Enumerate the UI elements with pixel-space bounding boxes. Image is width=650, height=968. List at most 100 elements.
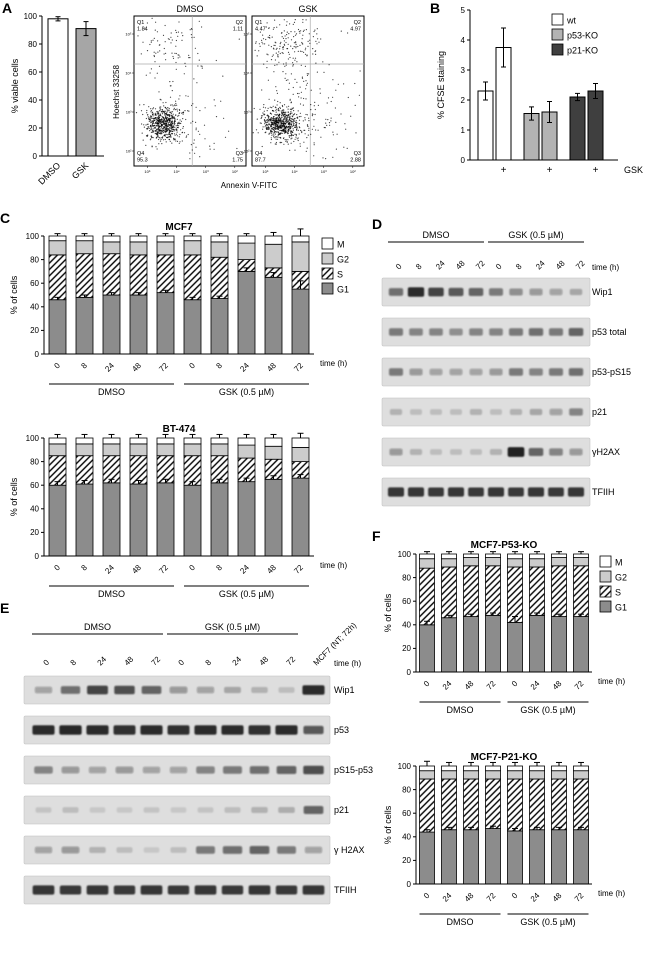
bar-segment-g2: [291, 241, 310, 272]
scatter-dot: [259, 31, 261, 33]
protein-band: [549, 328, 563, 336]
scatter-dot: [163, 47, 165, 50]
scatter-dot: [281, 111, 283, 113]
protein-band: [468, 487, 484, 497]
blot-strip: [381, 317, 591, 347]
protein-band: [224, 807, 241, 813]
scatter-dot: [295, 136, 297, 138]
scatter-dot: [147, 127, 149, 129]
bar-segment-g1: [551, 829, 567, 885]
scatter-dot: [273, 129, 275, 131]
blot-row-label: TFIIH: [334, 885, 357, 895]
scatter-dot: [306, 137, 308, 139]
scatter-dot: [162, 119, 164, 121]
y-tick-label: 0: [461, 156, 466, 165]
bar-segment-g1: [291, 288, 310, 355]
scatter-dot: [301, 77, 304, 79]
treatment-group-label: GSK (0.5 µM): [205, 622, 260, 632]
scatter-dot: [256, 118, 258, 120]
scatter-dot: [139, 104, 141, 106]
scatter-dot: [150, 110, 152, 112]
scatter-dot: [157, 123, 160, 125]
scatter-dot: [289, 126, 292, 128]
scatter-dot: [307, 40, 309, 43]
protein-band: [508, 487, 524, 497]
scatter-dot: [162, 131, 164, 134]
scatter-dot: [162, 136, 164, 138]
plot-title: GSK: [298, 4, 317, 14]
scatter-dot: [277, 122, 279, 124]
scatter-dot: [296, 138, 298, 140]
panel-e-western-blot: DMSO GSK (0.5 µM)0 8 24 48 72 0 8 24 48 72 MCF7 (NT…: [23, 621, 373, 905]
scatter-dot: [262, 106, 265, 108]
treatment-group-label: GSK (0.5 µM): [508, 230, 563, 240]
protein-band: [407, 287, 425, 297]
scatter-dot: [305, 80, 307, 82]
scatter-dot: [156, 148, 158, 150]
scatter-dot: [153, 119, 155, 122]
bar-segment-g2: [573, 557, 589, 567]
lane-label: 0: [42, 658, 52, 668]
treatment-group-label: GSK (0.5 µM): [219, 589, 274, 599]
scatter-dot: [281, 121, 283, 123]
scatter-dot: [187, 110, 189, 112]
protein-band: [509, 288, 523, 296]
scatter-dot: [177, 123, 179, 125]
scatter-dot: [271, 117, 273, 119]
scatter-dot: [270, 142, 272, 144]
scatter-dot: [295, 134, 297, 136]
protein-band: [116, 807, 133, 813]
scatter-dot: [286, 116, 288, 118]
scatter-dot: [195, 129, 197, 131]
scatter-dot: [285, 140, 287, 142]
scatter-dot: [284, 65, 286, 67]
scatter-dot: [263, 120, 266, 122]
panel-f-label: F: [372, 528, 381, 544]
protein-band: [59, 725, 82, 735]
scatter-dot: [288, 53, 290, 55]
scatter-dot: [262, 34, 264, 36]
scatter-dot: [191, 149, 193, 151]
time-tick-label: 72: [573, 679, 586, 692]
quadrant-value: 1.11: [233, 27, 243, 33]
scatter-dot: [264, 126, 266, 128]
scatter-dot: [287, 123, 289, 125]
scatter-dot: [148, 118, 150, 120]
protein-band: [114, 685, 135, 695]
scatter-dot: [260, 122, 262, 124]
scatter-dot: [294, 126, 296, 128]
scatter-dot: [156, 31, 158, 33]
scatter-dot: [273, 136, 275, 138]
bar-segment-m: [210, 235, 229, 243]
protein-band: [167, 725, 190, 735]
bar-segment-g1: [419, 624, 435, 673]
bar-segment-g1: [419, 831, 435, 885]
bar-segment-s: [48, 455, 67, 486]
scatter-dot: [295, 120, 297, 122]
scatter-dot: [297, 50, 299, 53]
scatter-dot: [173, 133, 176, 135]
scatter-dot: [294, 78, 296, 80]
bar-segment-g2: [129, 241, 148, 256]
scatter-dot: [270, 120, 272, 122]
scatter-dot: [167, 122, 169, 124]
scatter-dot: [270, 121, 272, 123]
scatter-dot: [165, 120, 167, 122]
scatter-dot: [297, 45, 299, 48]
bar-segment-g1: [507, 830, 523, 885]
scatter-dot: [150, 131, 152, 133]
scatter-dot: [266, 128, 268, 130]
scatter-dot: [288, 122, 290, 124]
scatter-dot: [282, 137, 285, 140]
scatter-dot: [296, 114, 298, 116]
scatter-dot: [279, 122, 281, 124]
scatter-dot: [171, 121, 173, 123]
scatter-dot: [156, 119, 158, 121]
scatter-dot: [281, 127, 283, 129]
scatter-dot: [167, 129, 169, 131]
scatter-dot: [279, 125, 281, 127]
scatter-dot: [316, 33, 318, 35]
scatter-dot: [276, 116, 279, 118]
time-tick-label: 24: [529, 891, 542, 904]
